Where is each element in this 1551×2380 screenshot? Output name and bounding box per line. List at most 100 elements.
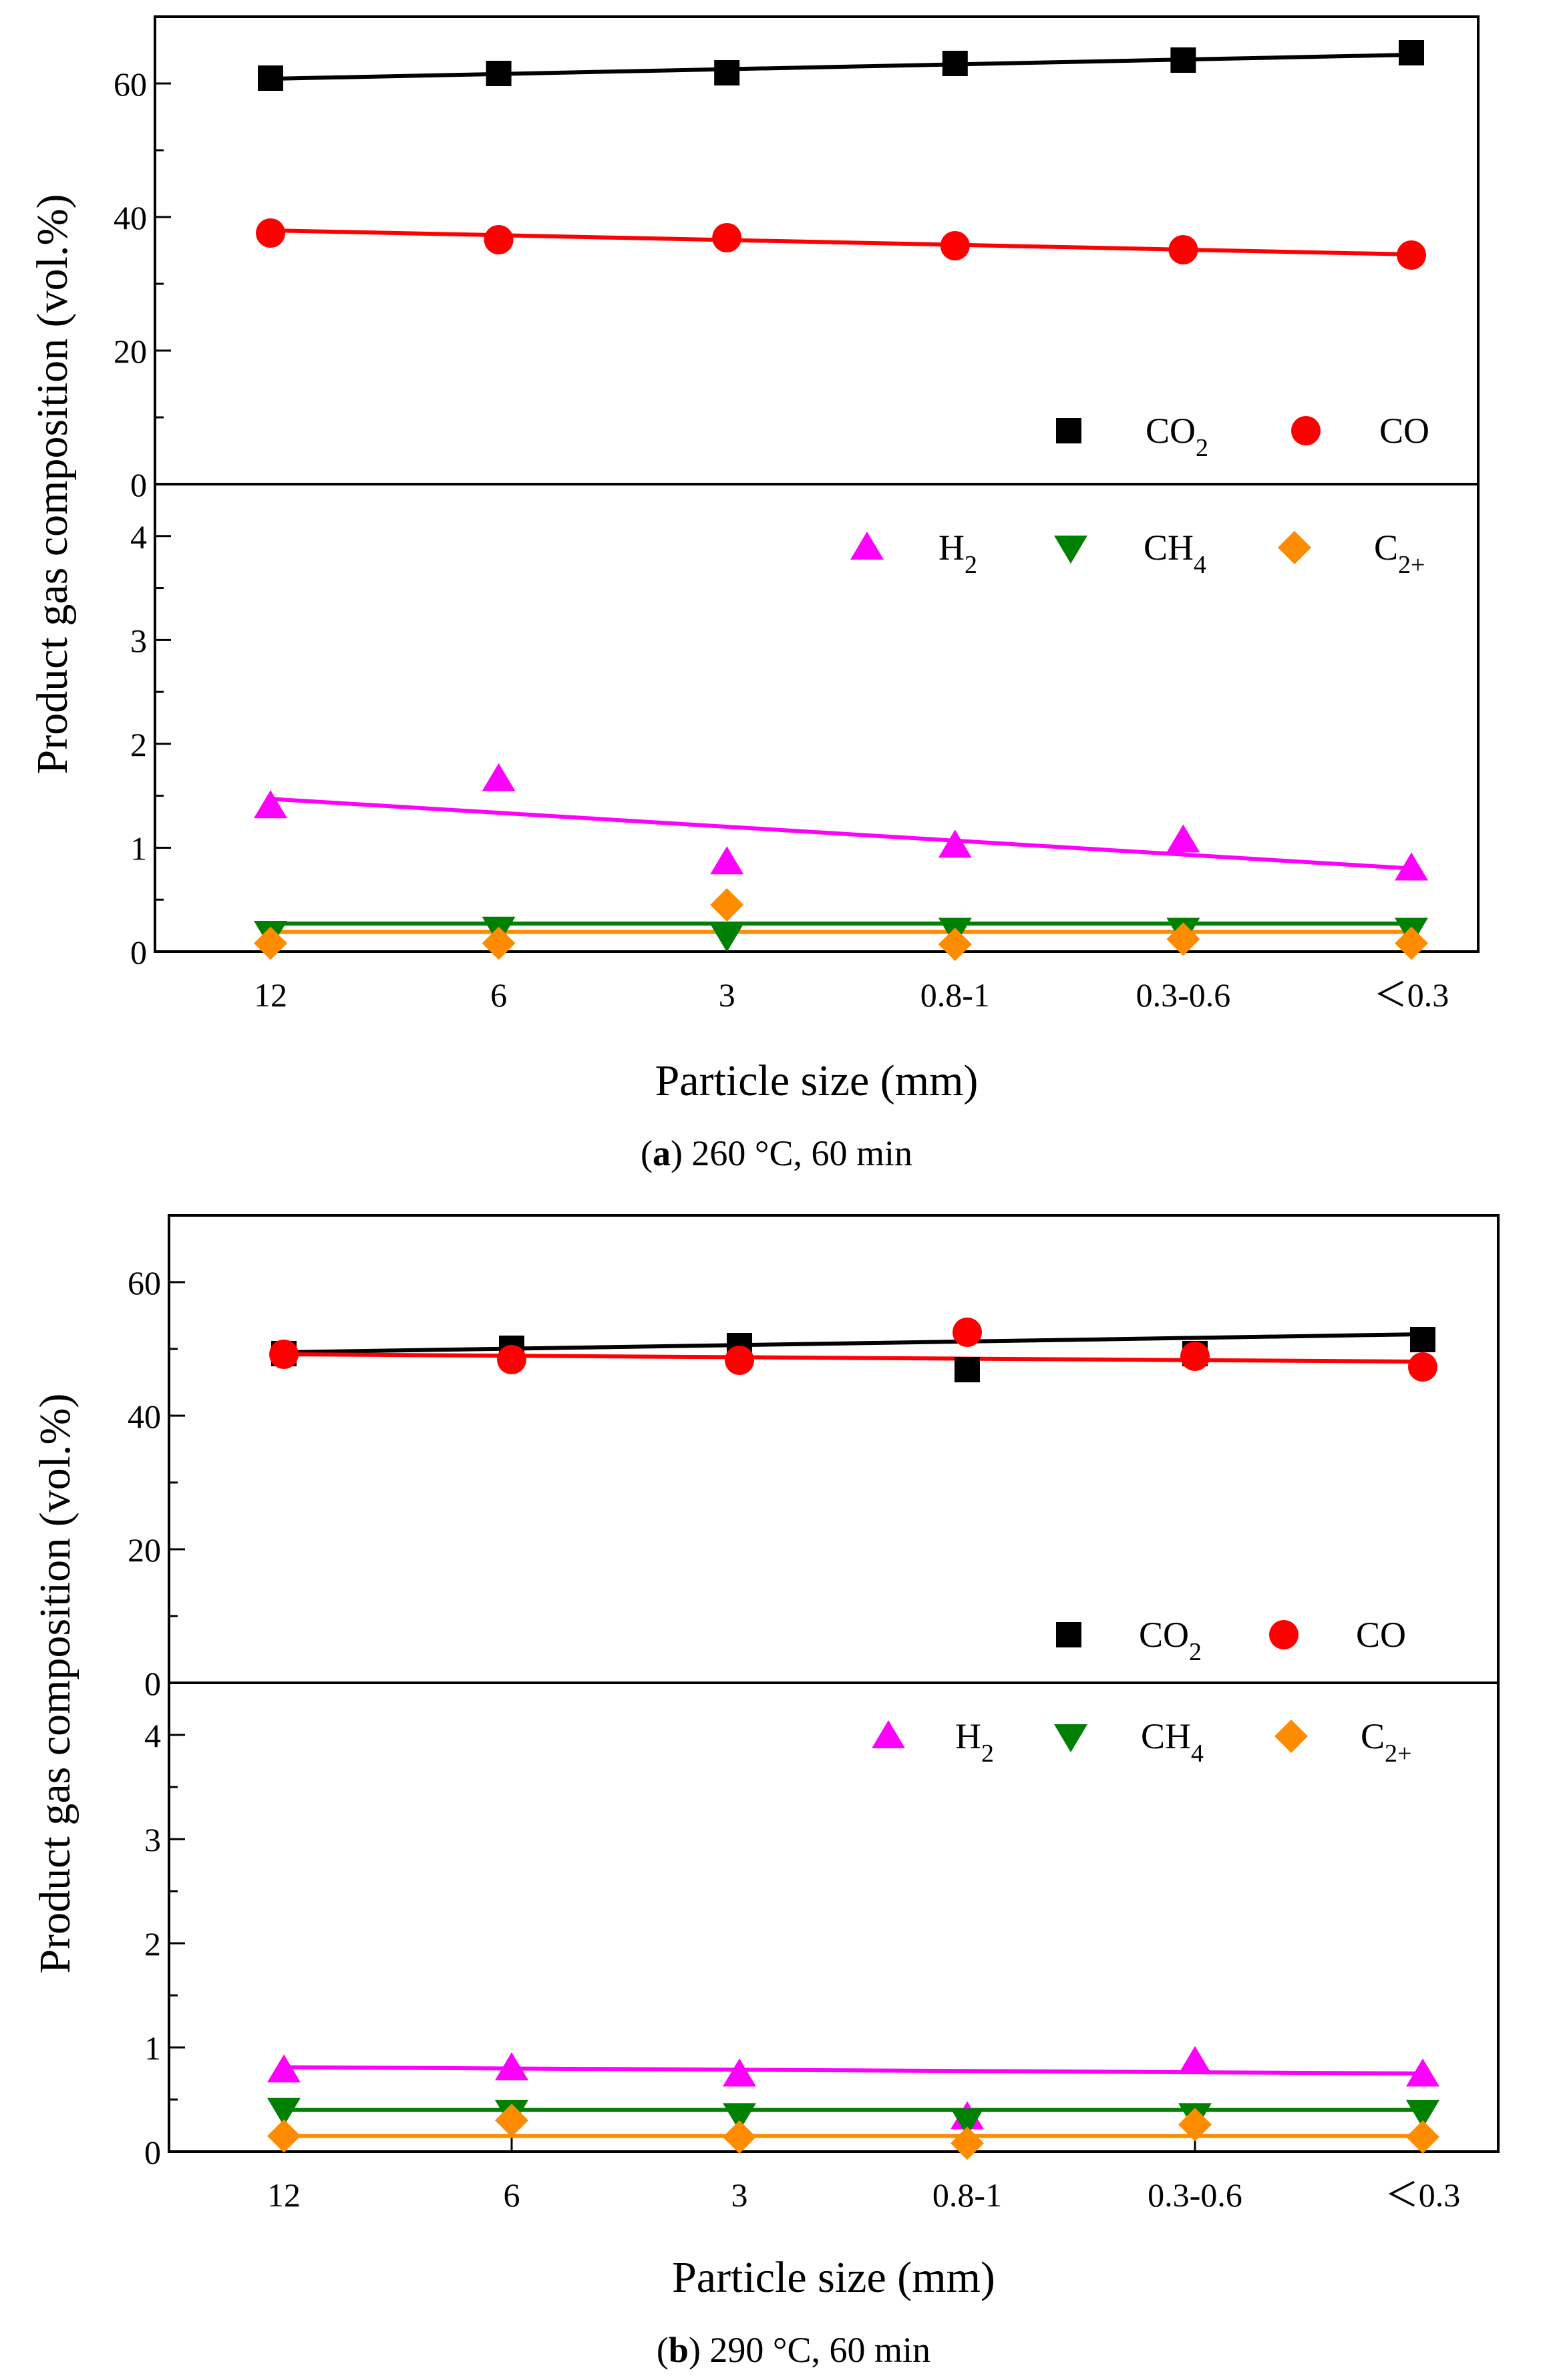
- panel-b-lower-point-h2: [495, 2052, 528, 2081]
- panel-a-xtick-label: 0.3-0.6: [1136, 976, 1231, 1014]
- panel-a-upper-legend-label-co: CO: [1379, 411, 1429, 451]
- panel-a-upper-point-co2: [486, 61, 512, 86]
- panel-b-lower-point-c2plus: [723, 2120, 756, 2154]
- panel-b-upper-fit-co2: [283, 1332, 1423, 1354]
- panel-a-upper-point-co: [1397, 240, 1426, 270]
- panel-b-upper-point-co2: [955, 1357, 980, 1382]
- panel-b-lower-legend-label-c2plus: C2+: [1361, 1716, 1411, 1768]
- panel-a-upper-fit-co: [270, 228, 1412, 256]
- panel-b-xtick-label: 0.3-0.6: [1148, 2176, 1242, 2214]
- panel-a-lower-point-c2plus: [938, 928, 972, 962]
- panel-a-lower-ytick-label: 2: [130, 726, 147, 763]
- panel-a-lower-legend-marker-c2plus: [1278, 531, 1311, 564]
- panel-b-lower-point-ch4: [951, 2108, 984, 2137]
- panel-a-lower-point-c2plus: [1395, 926, 1428, 960]
- panel-b-lower-fit-h2: [283, 2065, 1423, 2075]
- panel-a-upper-ytick-label: 0: [130, 466, 147, 504]
- panel-b-upper-ytick-label: 60: [128, 1264, 161, 1302]
- panel-a-xlabel: Particle size (mm): [655, 1056, 979, 1105]
- panel-a-caption: (a) 260 °C, 60 min: [641, 1133, 912, 1173]
- panel-b-lower-legend-marker-c2plus: [1274, 1720, 1308, 1753]
- panel-a-upper-legend-marker-co: [1291, 416, 1321, 445]
- panel-b-upper-point-co: [269, 1340, 299, 1369]
- panel-a-lower-legend-marker-h2: [850, 532, 884, 560]
- panel-b-xtick-label: 12: [267, 2176, 301, 2214]
- panel-a-upper-point-co: [712, 223, 742, 252]
- panel-b-lower-point-ch4: [267, 2098, 301, 2126]
- panel-a-lower-ytick-label: 4: [130, 518, 147, 556]
- panel-a-upper-point-co: [484, 225, 514, 254]
- panel-a-upper-point-co2: [258, 65, 283, 91]
- panel-b-lower-legend-label-ch4: CH4: [1141, 1716, 1204, 1768]
- panel-a-xtick-label: 12: [254, 976, 287, 1014]
- panel-a-lower-point-ch4: [710, 924, 744, 952]
- panel-b-lower-point-h2: [723, 2058, 756, 2087]
- panel-a-upper-fit-co2: [270, 53, 1412, 81]
- panel-a-lower-legend-label-ch4: CH4: [1144, 528, 1206, 579]
- panel-a-upper-legend-label-co2: CO2: [1146, 411, 1208, 462]
- panel-b-upper-point-co: [1180, 1342, 1210, 1371]
- panel-b-lower-point-c2plus: [495, 2104, 528, 2138]
- panel-a-lower-point-c2plus: [1166, 922, 1200, 956]
- panel-a-lower-point-h2: [1166, 824, 1200, 853]
- panel-b-upper-legend-label-co: CO: [1356, 1615, 1406, 1655]
- panel-b-xtick-label: ＜0.3: [1385, 2176, 1461, 2214]
- panel-b-lower-ytick-label: 0: [144, 2134, 161, 2171]
- panel-a-upper-ytick-label: 20: [114, 333, 147, 370]
- panel-b-lower-point-c2plus: [951, 2126, 984, 2160]
- panel-b-lower-point-c2plus: [1178, 2108, 1212, 2142]
- panel-b-lower-point-c2plus: [267, 2119, 301, 2153]
- panel-a-lower-point-c2plus: [482, 926, 516, 960]
- panel-b-lower-point-c2plus: [1406, 2120, 1439, 2154]
- panel-a-lower-legend-label-h2: H2: [938, 528, 977, 579]
- panel-a-upper-ytick-label: 60: [114, 65, 147, 103]
- panel-b-xlabel: Particle size (mm): [672, 2253, 995, 2302]
- panel-b-upper-legend-marker-co: [1269, 1620, 1299, 1649]
- panel-b-lower-point-h2: [267, 2054, 301, 2083]
- panel-b-ylabel: Product gas composition (vol.%): [31, 1394, 79, 1974]
- panel-b-upper-fit-co: [283, 1352, 1423, 1364]
- panel-b-lower-legend-label-h2: H2: [955, 1716, 994, 1768]
- panel-a-lower-point-h2: [1395, 852, 1428, 881]
- panel-b-lower-ytick-label: 4: [144, 1717, 161, 1754]
- panel-a-lower-point-c2plus: [710, 888, 744, 922]
- panel-a-lower-fit-h2: [270, 797, 1412, 871]
- panel-a-lower-legend-label-c2plus: C2+: [1374, 528, 1425, 579]
- panel-b-upper-point-co: [497, 1345, 526, 1374]
- panel-b-caption: (b) 290 °C, 60 min: [657, 2330, 930, 2370]
- panel-a-upper-ytick-label: 40: [114, 199, 147, 236]
- panel-a-lower-point-c2plus: [254, 926, 287, 960]
- panel-b-lower-point-ch4: [723, 2103, 756, 2132]
- panel-b-upper-point-co: [953, 1318, 982, 1347]
- panel-b-xtick-label: 6: [504, 2176, 520, 2214]
- panel-b-xtick-label: 3: [731, 2176, 748, 2214]
- panel-b-upper-point-co2: [1410, 1327, 1435, 1352]
- panel-b-lower-legend-marker-h2: [872, 1720, 905, 1748]
- panel-a-upper-point-co2: [942, 51, 968, 76]
- panel-a-upper-point-co: [1168, 235, 1198, 264]
- panel-a-lower-ytick-label: 0: [130, 934, 147, 971]
- panel-a-lower-point-h2: [254, 790, 287, 819]
- panel-a-xtick-label: 6: [490, 976, 507, 1014]
- panel-b-xtick-label: 0.8-1: [932, 2176, 1002, 2214]
- panel-b-upper-legend-marker-co2: [1056, 1622, 1081, 1647]
- panel-b-upper-point-co: [1408, 1352, 1437, 1382]
- panel-a-ylabel: Product gas composition (vol.%): [28, 194, 77, 775]
- panel-a-xtick-label: ＜0.3: [1374, 976, 1449, 1014]
- panel-a-lower-legend-marker-ch4: [1054, 536, 1087, 564]
- panel-a-lower-point-h2: [710, 846, 744, 875]
- panel-a-lower-point-h2: [482, 763, 516, 791]
- panel-b-lower-ytick-label: 3: [144, 1821, 161, 1858]
- panel-b-upper-point-co: [725, 1346, 754, 1375]
- panel-a-xtick-label: 3: [719, 976, 735, 1014]
- panel-b-upper-ytick-label: 40: [128, 1398, 161, 1435]
- panel-b-lower-point-h2: [1178, 2045, 1212, 2074]
- panel-a-xtick-label: 0.8-1: [920, 976, 990, 1014]
- panel-a-upper-point-co: [940, 231, 970, 260]
- panel-a-upper-point-co2: [1170, 47, 1196, 73]
- panel-a-upper-point-co2: [714, 60, 740, 85]
- panel-a-lower-ytick-label: 1: [130, 829, 147, 867]
